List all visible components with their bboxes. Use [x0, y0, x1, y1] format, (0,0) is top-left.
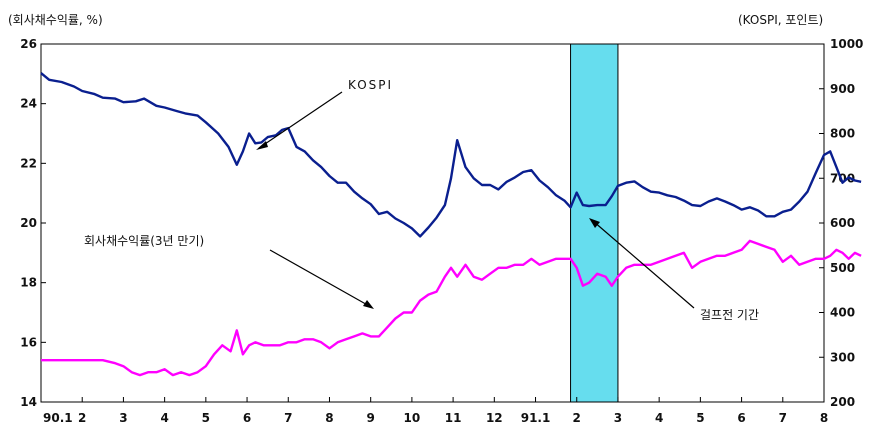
x-tick-label: 6 [243, 411, 251, 425]
x-tick-label: 9 [367, 411, 375, 425]
kospi-arrowhead [256, 141, 268, 150]
x-axis-tick-labels: 90.1 2 3 4 5 6 7 8 9 10 11 12 91.1 2 3 4 5 6 7 8 [43, 411, 828, 425]
left-tick-label: 24 [20, 97, 37, 111]
right-axis-tick-labels: 1000 900 800 700 600 500 400 300 200 [830, 37, 863, 409]
x-tick-label: 5 [202, 411, 210, 425]
x-tick-label: 6 [737, 411, 745, 425]
x-tick-label: 90.1 [43, 411, 73, 425]
x-tick-label: 5 [696, 411, 704, 425]
right-tick-label: 200 [830, 395, 855, 409]
kospi-series-line [40, 72, 862, 238]
gulf-war-arrowhead [589, 218, 600, 228]
right-tick-label: 400 [830, 306, 855, 320]
kospi-annotation-arrow [258, 91, 343, 149]
x-tick-label: 7 [779, 411, 787, 425]
corporate-bond-yield-series-line [41, 239, 862, 377]
x-tick-label: 2 [78, 411, 86, 425]
x-tick-label: 8 [325, 411, 333, 425]
x-tick-label: 3 [119, 411, 127, 425]
right-tick-label: 900 [830, 82, 855, 96]
bond-arrowhead [363, 300, 374, 309]
left-axis-label: (회사채수익률, %) [8, 13, 103, 27]
kospi-annotation-label: KOSPI [348, 78, 393, 92]
left-tick-label: 18 [20, 276, 37, 290]
left-tick-label: 14 [20, 395, 37, 409]
x-tick-label: 4 [655, 411, 663, 425]
x-tick-label: 12 [486, 411, 503, 425]
x-tick-label: 4 [160, 411, 168, 425]
right-tick-label: 1000 [830, 37, 863, 51]
right-tick-label: 700 [830, 171, 855, 185]
bond-annotation-label: 회사채수익률(3년 만기) [84, 234, 204, 248]
bond-annotation-arrow [269, 249, 372, 308]
gulf-war-annotation-label: 걸프전 기간 [700, 308, 759, 322]
x-tick-label: 11 [445, 411, 462, 425]
right-axis-label: (KOSPI, 포인트) [738, 13, 823, 27]
right-tick-label: 300 [830, 350, 855, 364]
gulf-war-annotation-arrow [592, 220, 695, 309]
x-tick-label: 91.1 [521, 411, 551, 425]
left-axis-tick-labels: 26 24 22 20 18 16 14 [20, 37, 37, 409]
x-tick-label: 3 [614, 411, 622, 425]
x-tick-label: 7 [284, 411, 292, 425]
series-lines [40, 72, 862, 377]
left-tick-label: 26 [20, 37, 37, 51]
axis-ticks [40, 43, 825, 403]
left-tick-label: 22 [20, 156, 37, 170]
right-tick-label: 600 [830, 216, 855, 230]
x-tick-label: 10 [404, 411, 421, 425]
right-tick-label: 500 [830, 261, 855, 275]
left-tick-label: 16 [20, 335, 37, 349]
left-tick-label: 20 [20, 216, 37, 230]
x-tick-label: 2 [573, 411, 581, 425]
x-tick-label: 8 [820, 411, 828, 425]
right-tick-label: 800 [830, 127, 855, 141]
